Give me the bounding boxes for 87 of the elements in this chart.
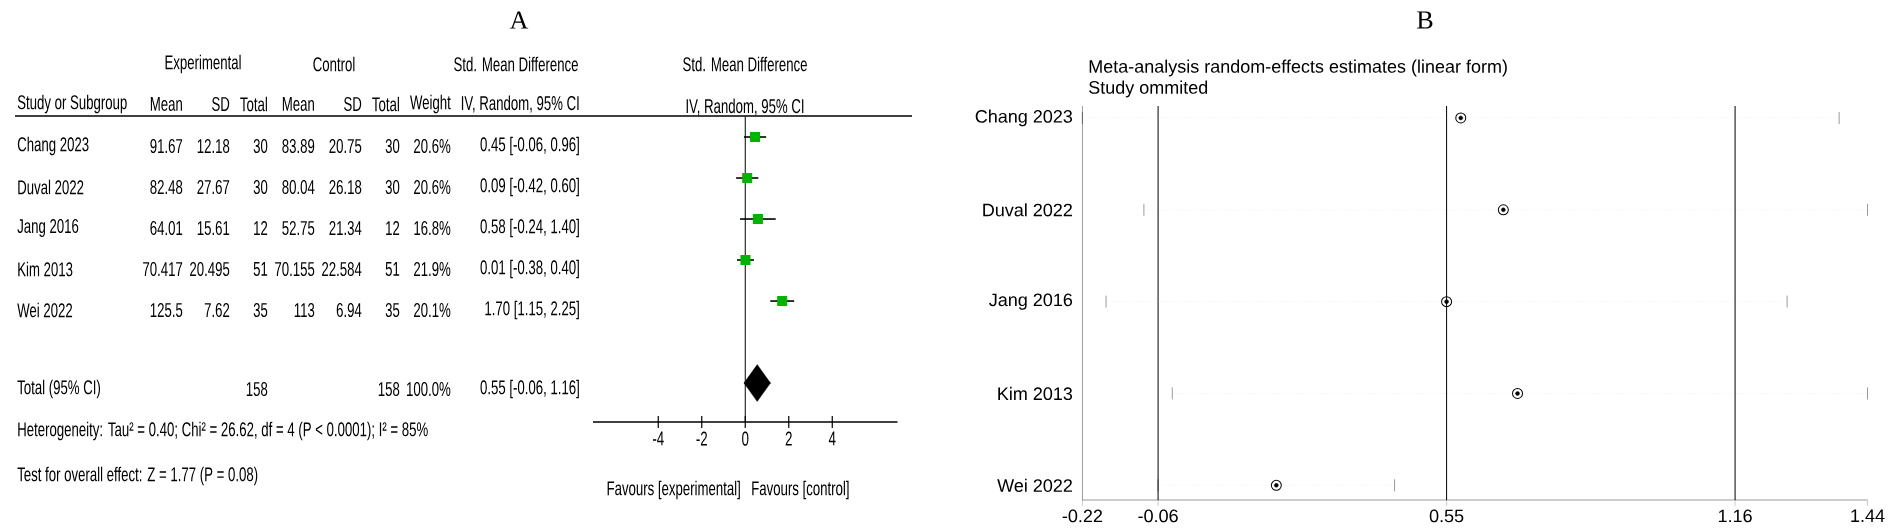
text: Kim 2013 [18,261,73,277]
text: 1.70 [1.15, 2.25] [485,300,579,320]
text: Total (95% CI) [17,379,100,399]
x-tick-label: 0.55 [1429,509,1464,523]
text: 158 [246,381,268,397]
text: B [1417,11,1433,29]
x-tick-label: -4 [652,431,664,446]
text: 30 [385,138,400,154]
text: Favours [control] [752,480,849,500]
y-tick-label: Duval 2022 [983,203,1072,217]
text: 16.8% [414,220,451,236]
text: Total [240,96,267,112]
text: 80.04 [282,179,315,195]
text: 158 [378,381,400,397]
text: 100.0% [407,381,451,397]
text: 20.75 [329,138,362,154]
text: 0.55 [-0.06, 1.16] [480,379,579,399]
text: 70.155 [275,261,315,277]
text: SD [212,96,230,112]
text: 15.61 [197,220,230,236]
text: 51 [385,262,400,276]
text: 20.6% [414,138,451,154]
x-tick-label: 1.44 [1851,509,1885,522]
text: Test for overall effect: Z = 1.77 (P = 0.08) [17,466,258,486]
text: 21.9% [414,261,451,277]
text: 7.62 [204,302,230,318]
text: 30 [385,179,400,195]
x-tick-label: 1.16 [1718,509,1752,523]
text: 6.94 [336,302,362,318]
chart-subtitle: IV, Random, 95% CI [686,98,804,116]
text: 52.75 [282,220,315,236]
x-tick-label: 2 [785,431,792,446]
text: Chang 2023 [17,136,89,156]
text: Total [372,96,399,112]
text: SD [344,96,362,112]
chart-title: Std. Mean Difference [683,56,807,72]
text: 30 [253,179,268,195]
text: 0.45 [-0.06, 0.96] [480,136,579,156]
text: Mean [150,97,182,111]
text: Mean [282,97,314,111]
chart-subtitle: Study ommited [1089,80,1208,98]
text: Heterogeneity: Tau² = 0.40; Chi² = 26.62, df = 4 (P < 0.0001); I² = 85% [18,421,428,441]
text: 22.584 [322,261,362,277]
text: 12.18 [197,138,230,154]
text: 20.1% [414,302,451,318]
text: 20.495 [190,261,230,277]
text: Std. Mean Difference [454,56,578,72]
text: 20.6% [414,179,451,195]
text: 113 [294,302,315,318]
text: 26.18 [329,179,362,195]
text: IV, Random, 95% CI [461,95,579,113]
chart-title: Meta-analysis random-effects estimates (linear form) [1089,59,1507,77]
text: Wei 2022 [17,302,73,318]
text: 12 [254,221,268,235]
x-tick-label: -0.22 [1062,509,1103,523]
x-tick-label: 4 [828,431,836,446]
text: 0.01 [-0.38, 0.40] [480,259,579,279]
text: 83.89 [282,138,315,154]
text: 35 [385,302,400,318]
text: Jang 2016 [17,218,79,238]
text: 0.09 [-0.42, 0.60] [480,177,579,197]
text: 27.67 [197,179,230,195]
text: 35 [253,302,268,318]
text: Favours [experimental] [607,480,740,500]
y-tick-label: Kim 2013 [998,386,1073,401]
text: Weight [410,94,451,114]
y-tick-label: Wei 2022 [997,478,1072,492]
text: 12 [386,221,400,235]
text: 82.48 [150,179,183,195]
text: Experimental [165,54,241,74]
text: Study or Subgroup [17,94,127,114]
text: 21.34 [329,220,362,236]
text: Control [313,56,355,72]
text: 125.5 [150,302,183,318]
text: 64.01 [150,220,183,236]
text: 91.67 [150,138,183,154]
x-tick-label: -0.06 [1138,509,1178,523]
text: 51 [253,262,268,276]
text: A [509,11,529,29]
text: Duval 2022 [18,179,84,195]
x-tick-label: -2 [696,431,707,446]
text: 30 [253,138,268,154]
x-tick-label: 0 [742,431,749,446]
text: 0.58 [-0.24, 1.40] [480,218,579,238]
text: 70.417 [143,261,183,277]
y-tick-label: Chang 2023 [975,109,1073,127]
y-tick-label: Jang 2016 [989,293,1073,310]
